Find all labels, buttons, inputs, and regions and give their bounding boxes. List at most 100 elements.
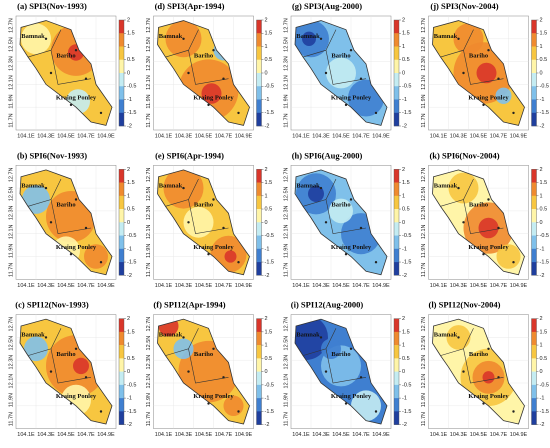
colorbar-tick-label: 1 — [540, 44, 543, 50]
place-label: Bariho — [331, 202, 350, 209]
station — [497, 226, 500, 230]
y-tick-label: 12.5N — [146, 186, 152, 201]
colorbar-tick-label: 2 — [127, 316, 130, 322]
y-tick-label: 12.5N — [283, 336, 289, 351]
colorbar-tick-label: 0.5 — [540, 57, 548, 63]
district-border — [302, 328, 367, 384]
place-label: Bamnak — [159, 332, 183, 339]
station — [237, 261, 240, 264]
station — [512, 410, 515, 413]
colorbar-tick-label: -1 — [402, 246, 407, 252]
panel-title: (g) SPI3(Aug-2000) — [292, 1, 362, 11]
x-tick-label: 104.3E — [312, 432, 330, 438]
region-outline — [157, 169, 250, 276]
colorbar-tick-label: 1 — [265, 44, 268, 50]
map-panel: (e) SPI6(Apr-1994) Bamnak Bariho Kraing Pon… — [146, 150, 274, 288]
place-label: Bariho — [56, 202, 75, 209]
station — [187, 370, 190, 373]
colorbar-segment — [119, 99, 124, 113]
station — [512, 261, 515, 264]
x-tick-label: 104.1E — [292, 133, 310, 139]
x-tick-label: 104.3E — [37, 133, 55, 139]
field-blob — [183, 206, 214, 238]
field-blob — [321, 338, 341, 360]
colorbar-tick-label: 1 — [402, 193, 405, 199]
colorbar-tick-label: 1.5 — [540, 31, 548, 37]
colorbar-segment — [256, 331, 262, 346]
colorbar-tick-label: 0.5 — [127, 356, 135, 362]
y-tick-label: 12.5N — [421, 186, 427, 201]
y-tick-label: 12.1N — [146, 224, 152, 239]
station — [487, 49, 490, 52]
x-tick-label: 104.5E — [470, 283, 488, 289]
station — [207, 103, 210, 107]
colorbar-tick-label: -2 — [127, 422, 132, 428]
colorbar-segment — [531, 86, 537, 100]
x-tick-label: 104.1E — [17, 133, 35, 139]
region-outline — [19, 318, 113, 425]
place-label: Bamnak — [21, 332, 45, 339]
place-label: Bariho — [331, 351, 350, 358]
y-tick-label: 12.3N — [146, 56, 152, 71]
y-tick-label: 12.7N — [283, 317, 289, 332]
colorbar-tick-label: 0 — [540, 220, 543, 226]
y-tick-label: 12.3N — [421, 56, 427, 71]
colorbar-tick-label: 2 — [265, 316, 268, 322]
colorbar-tick-label: -1 — [127, 246, 132, 252]
colorbar-tick-label: 0 — [402, 220, 405, 226]
station — [512, 111, 515, 115]
colorbar-tick-label: 1 — [127, 44, 130, 50]
colorbar-tick-label: -2 — [540, 422, 545, 428]
y-tick-label: 11.9N — [421, 244, 427, 258]
y-tick-label: 11.9N — [8, 244, 14, 258]
y-tick-label: 12.1N — [8, 224, 14, 239]
x-tick-label: 104.9E — [510, 432, 528, 438]
colorbar-tick-label: 1 — [402, 343, 405, 349]
y-tick-label: 11.9N — [421, 94, 427, 108]
district-border — [302, 29, 367, 85]
colorbar-segment — [394, 209, 399, 223]
place-label: Kraing Ponley — [468, 393, 509, 400]
colorbar-segment — [256, 345, 262, 359]
colorbar-tick-label: -2 — [402, 273, 407, 279]
colorbar-tick-label: 1.5 — [540, 329, 548, 335]
place-label: Bamnak — [21, 182, 45, 189]
colorbar-tick-label: -1 — [127, 396, 132, 402]
field-blob — [201, 83, 222, 104]
place-label: Bamnak — [159, 33, 183, 40]
place-label: Kraing Ponley — [56, 95, 97, 102]
station — [359, 226, 363, 230]
colorbar-segment — [119, 73, 124, 87]
colorbar-tick-label: -0.5 — [402, 233, 411, 239]
station — [222, 376, 225, 379]
x-tick-label: 104.3E — [175, 133, 193, 139]
colorbar-segment — [531, 20, 537, 34]
field-blob — [482, 371, 495, 384]
station — [319, 186, 323, 190]
region-outline — [157, 318, 250, 425]
x-tick-label: 104.5E — [470, 432, 488, 438]
colorbar-segment — [394, 358, 399, 372]
y-tick-label: 11.7N — [421, 113, 427, 127]
colorbar-tick-label: 1 — [127, 193, 130, 199]
panel-title: (k) SPI6(Nov-2004) — [429, 150, 499, 160]
colorbar-tick-label: -1 — [402, 396, 407, 402]
colorbar-segment — [531, 331, 537, 346]
colorbar-tick-label: 2 — [127, 167, 130, 173]
colorbar-tick-label: 1 — [127, 343, 130, 349]
x-tick-label: 104.9E — [97, 133, 115, 139]
colorbar-tick-label: -0.5 — [265, 233, 274, 239]
colorbar-segment — [394, 318, 399, 333]
y-tick-label: 12.1N — [283, 224, 289, 239]
x-tick-label: 104.1E — [292, 283, 310, 289]
colorbar-segment — [119, 59, 124, 74]
station — [44, 186, 48, 190]
colorbar-tick-label: 1 — [540, 343, 543, 349]
colorbar-tick-label: 0.5 — [127, 207, 135, 213]
colorbar-segment — [119, 33, 124, 47]
place-label: Bamnak — [434, 182, 458, 189]
station — [462, 370, 465, 373]
x-tick-label: 104.1E — [430, 133, 448, 139]
panel-title: (a) SPI3(Nov-1993) — [17, 1, 87, 11]
colorbar-tick-label: 1.5 — [265, 180, 273, 186]
